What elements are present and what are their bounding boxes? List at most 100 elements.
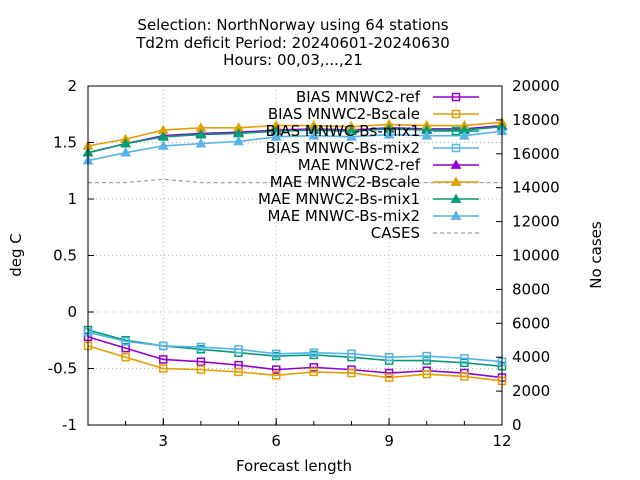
legend-label: MAE MNWC2-Bscale [270,173,420,191]
legend-entry: MAE MNWC2-ref [298,156,479,174]
data-point [347,349,356,359]
legend-label: MAE MNWC2-Bs-mix1 [258,190,420,208]
series-line [87,130,503,162]
data-point [270,131,282,141]
y2-tick-label: 12000 [512,213,560,231]
legend-entry: CASES [371,224,479,242]
title-line-1: Selection: NorthNorway using 64 stations [137,16,448,34]
y-tick-label: 1.5 [53,134,77,152]
data-point [159,364,168,373]
legend-entry: BIAS MNWC2-ref [296,88,479,106]
data-point [196,342,206,352]
y2-tick-label: 8000 [512,280,550,298]
legend-label: BIAS MNWC-Bs-mix2 [266,139,420,157]
data-point [271,349,281,359]
chart-title: Selection: NorthNorway using 64 stations… [135,16,450,69]
series-line [87,336,503,379]
series-mae-mnwc-bs-mix2 [82,125,508,165]
y2-tick-label: 14000 [512,179,560,197]
y2-tick-label: 20000 [512,77,560,95]
y-tick-label: -0.5 [48,360,77,378]
axis-ticks: -1 -0.5 0 0.5 1 1.5 2 0 2000 4000 6000 8000 10000 120… [48,77,560,450]
data-point [309,363,319,372]
legend-entry: BIAS MNWC2-Bscale [268,105,479,123]
y-tick-label: 2 [67,77,77,95]
data-point [421,130,433,140]
data-point [383,129,395,139]
series-line [87,345,503,382]
series-line [87,121,503,147]
y2-tick-label: 16000 [512,145,560,163]
series-line [87,329,503,368]
data-point [451,143,461,153]
data-point [233,135,244,146]
legend-label: MAE MNWC-Bs-mix2 [267,207,420,225]
series-bias-mnwc-bs-mix2 [83,328,507,366]
data-point [451,92,461,102]
y2-tick-label: 6000 [512,314,550,332]
data-point [384,368,394,378]
data-point [384,352,394,362]
legend-label: CASES [371,224,420,242]
data-point [234,367,243,377]
data-point [195,129,207,139]
data-point [309,348,319,357]
legend-entry: MAE MNWC-Bs-mix2 [267,207,479,225]
series-line [87,125,503,154]
x-tick-label: 9 [384,432,394,450]
legend-entry: BIAS MNWC-Bs-mix1 [266,122,479,140]
y2-tick-label: 0 [512,416,522,434]
data-point [460,372,469,381]
legend-label: BIAS MNWC2-Bscale [268,105,420,123]
title-line-2: Td2m deficit Period: 20240601-20240630 [135,34,450,52]
legend-entry: MAE MNWC2-Bscale [270,173,479,191]
data-point [384,373,394,382]
data-point [157,140,169,150]
x-axis-label: Forecast length [236,457,352,475]
x-tick-label: 6 [271,432,281,450]
data-point [422,369,431,379]
data-point [460,354,469,363]
data-point [346,131,357,141]
y2-tick-label: 18000 [512,111,560,129]
data-point [450,159,462,169]
data-point [450,176,462,186]
data-point [195,138,207,148]
series-bias-mnwc2-bscale [83,341,507,386]
data-point [159,341,168,351]
data-point [121,337,130,346]
data-point [422,351,431,361]
data-point [422,356,431,365]
data-point [121,352,130,362]
x-tick-label: 3 [158,432,168,450]
series-line [87,124,503,154]
data-point [309,367,319,377]
data-point [450,193,462,203]
data-point [234,345,243,354]
data-point [196,365,206,374]
data-point [450,210,462,220]
data-point [271,371,281,380]
legend-label: BIAS MNWC2-ref [296,88,421,106]
data-point [347,368,356,378]
y-tick-label: 1 [67,190,77,208]
data-point [120,138,131,148]
data-point [451,109,461,119]
data-point [120,147,131,157]
legend-label: MAE MNWC2-ref [298,156,421,174]
y2-axis-label: No cases [587,221,605,289]
data-point [451,126,461,136]
y2-tick-label: 10000 [512,247,560,265]
y-tick-label: -1 [62,416,77,434]
x-tick-label: 12 [492,432,511,450]
y2-tick-label: 2000 [512,382,550,400]
data-point [460,358,469,368]
y-tick-label: 0.5 [53,247,77,265]
data-point [157,131,169,141]
data-point [459,130,470,140]
data-point [159,355,168,364]
legend-label: BIAS MNWC-Bs-mix1 [266,122,420,140]
data-point [271,365,281,374]
y2-tick-label: 4000 [512,348,550,366]
